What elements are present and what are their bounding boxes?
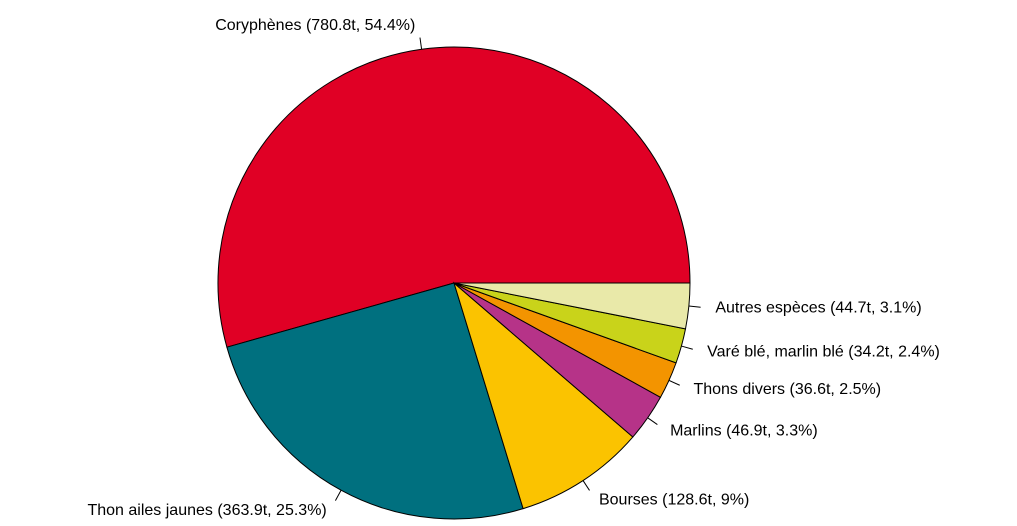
slice-value-label: (34.2t, 2.4%) [848, 344, 940, 361]
pie-slice [453, 281, 634, 510]
label-leader [334, 489, 342, 501]
slice-value-label: (46.9t, 3.3%) [726, 423, 818, 440]
slice-name: Thon ailes jaunes [87, 502, 212, 519]
slice-name: Coryphènes [215, 17, 301, 34]
slice-value-label: (128.6t, 9%) [662, 492, 749, 509]
slice-value-label: (780.8t, 54.4%) [306, 17, 415, 34]
slice-label: Coryphènes (780.8t, 54.4%) [215, 17, 415, 34]
slice-name: Autres espèces [715, 300, 825, 317]
slice-value-label: (363.9t, 25.3%) [217, 502, 326, 519]
label-leader [688, 305, 701, 308]
slice-label: Thons divers (36.6t, 2.5%) [693, 381, 881, 398]
slice-value-label: (44.7t, 3.1%) [830, 300, 922, 317]
label-leader [668, 379, 680, 386]
slice-label: Marlins (46.9t, 3.3%) [670, 423, 818, 440]
slice-label: Bourses (128.6t, 9%) [599, 492, 749, 509]
slice-label: Varé blé, marlin blé (34.2t, 2.4%) [707, 344, 940, 361]
label-leader [681, 345, 693, 350]
label-leader [419, 37, 423, 50]
pie-slice [226, 282, 524, 520]
slice-label: Autres espèces (44.7t, 3.1%) [715, 300, 921, 317]
slice-value-label: (36.6t, 2.5%) [790, 381, 882, 398]
slice-name: Thons divers [693, 381, 785, 398]
slice-name: Marlins [670, 423, 722, 440]
slice-name: Bourses [599, 492, 658, 509]
slice-name: Varé blé, marlin blé [707, 344, 844, 361]
slice-label: Thon ailes jaunes (363.9t, 25.3%) [87, 502, 326, 519]
label-leader [582, 480, 590, 491]
label-leader [647, 417, 658, 425]
pie-slice [217, 46, 691, 348]
